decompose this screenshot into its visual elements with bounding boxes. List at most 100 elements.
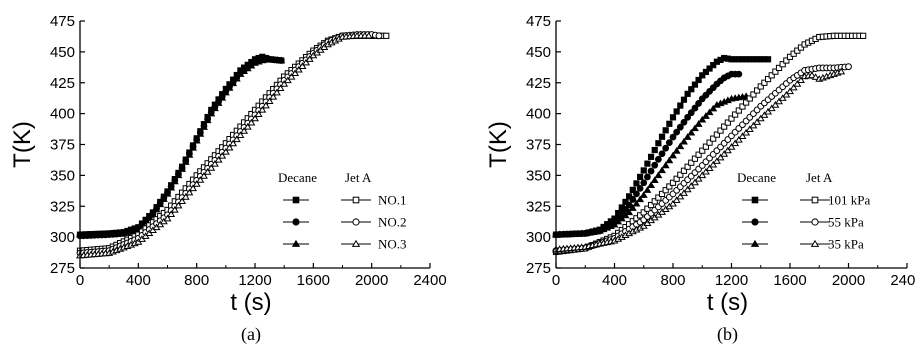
data-point <box>254 110 263 117</box>
x-tick-label: 0 <box>552 272 560 289</box>
panel-label: (a) <box>241 324 261 345</box>
data-point <box>709 104 718 112</box>
legend-marker-jeta <box>811 196 819 204</box>
data-point <box>658 133 666 140</box>
data-point <box>654 171 663 179</box>
data-point <box>716 153 725 161</box>
data-point <box>156 200 165 208</box>
data-point <box>291 69 300 77</box>
data-point <box>688 159 695 166</box>
data-point <box>199 172 208 179</box>
data-point <box>625 201 633 209</box>
data-point <box>749 121 758 129</box>
data-point <box>276 84 285 92</box>
data-point <box>721 123 728 130</box>
data-point <box>738 132 747 140</box>
y-tick-label: 475 <box>50 13 75 30</box>
data-point <box>676 142 685 150</box>
x-tick-label: 1200 <box>715 272 748 289</box>
data-point <box>860 32 867 39</box>
data-point <box>174 201 183 209</box>
data-point <box>258 105 267 113</box>
data-point <box>746 95 753 102</box>
legend-label: NO.3 <box>378 237 407 252</box>
data-point <box>636 173 644 181</box>
y-tick-label: 475 <box>526 13 551 30</box>
data-point <box>775 64 783 72</box>
data-point <box>680 118 688 126</box>
legend-marker-jeta <box>811 218 819 226</box>
data-point <box>786 87 794 95</box>
data-point <box>163 189 172 197</box>
panel-label: (b) <box>717 324 738 345</box>
data-point <box>181 158 190 165</box>
data-point <box>199 123 208 130</box>
data-point <box>662 187 669 194</box>
data-point <box>629 196 637 203</box>
panel-b: 0 400 800 1200 1600 2000 2400 275 300 325 350 375 40… <box>485 13 915 345</box>
data-point <box>739 103 746 110</box>
data-point <box>225 143 234 151</box>
data-point <box>712 157 721 164</box>
y-tick-label: 325 <box>50 198 75 215</box>
x-axis-title: t (s) <box>707 289 748 316</box>
data-point <box>655 140 662 147</box>
data-point <box>647 181 656 188</box>
data-point <box>677 102 684 109</box>
data-point <box>232 135 241 143</box>
data-point <box>243 122 252 130</box>
legend-marker-jeta <box>351 239 361 247</box>
data-point <box>698 115 707 123</box>
panel-a: 0 400 800 1200 1600 2000 2400 275 300 325 350 375 40… <box>9 13 447 345</box>
x-axis-title: t (s) <box>230 289 271 316</box>
data-point <box>789 83 798 91</box>
data-point <box>658 166 667 174</box>
data-point <box>811 73 820 80</box>
data-point <box>148 210 157 218</box>
legend-header-jeta: Jet A <box>345 170 372 185</box>
x-tick-label: 2400 <box>890 272 915 289</box>
data-point <box>658 150 666 158</box>
data-point <box>694 174 703 182</box>
data-point <box>203 116 212 124</box>
data-point <box>196 176 205 183</box>
data-point <box>644 205 651 212</box>
data-point <box>633 190 640 198</box>
data-point <box>375 32 383 40</box>
data-point <box>728 115 735 122</box>
series-decane-0 <box>76 53 285 238</box>
data-point <box>640 179 648 187</box>
data-point <box>170 177 179 185</box>
data-point <box>691 155 699 162</box>
data-point <box>302 58 311 66</box>
data-point <box>732 111 739 118</box>
data-point <box>665 139 673 147</box>
data-point <box>695 151 702 158</box>
data-point <box>723 146 732 154</box>
data-point <box>761 79 768 86</box>
legend: Decane Jet A 101 kPa 55 kPa 35 kPa <box>737 170 870 252</box>
data-point <box>676 192 685 200</box>
data-point <box>764 75 772 83</box>
data-point <box>644 160 651 167</box>
y-tick-label: 450 <box>526 44 551 61</box>
data-point <box>713 131 720 138</box>
y-axis-title: T(K) <box>9 121 36 168</box>
legend-marker-decane <box>750 239 760 247</box>
data-point <box>695 76 702 84</box>
legend-header-decane: Decane <box>278 170 317 185</box>
data-point <box>643 186 652 193</box>
data-point <box>232 74 241 82</box>
series-jet-a-4 <box>552 63 852 255</box>
data-point <box>669 179 677 186</box>
data-point <box>229 139 238 147</box>
data-point <box>687 182 696 189</box>
legend-marker-decane <box>292 196 300 204</box>
data-point <box>679 137 688 145</box>
data-point <box>706 139 713 146</box>
legend-header-jeta: Jet A <box>806 170 833 185</box>
x-tick-label: 1600 <box>773 272 806 289</box>
x-tick-label: 800 <box>660 272 685 289</box>
x-tick-label: 1600 <box>297 272 330 289</box>
data-point <box>632 199 641 207</box>
